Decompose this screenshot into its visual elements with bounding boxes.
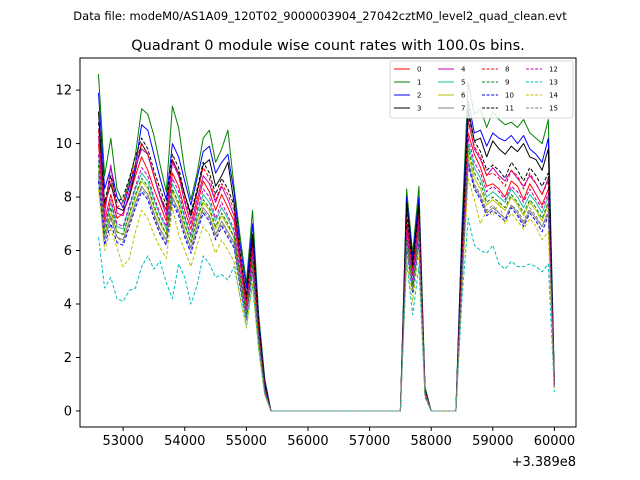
legend-label-11: 11 bbox=[505, 105, 514, 113]
figure-suptitle: Data file: modeM0/AS1A09_120T02_90000039… bbox=[73, 9, 567, 23]
x-tick-label: 60000 bbox=[534, 434, 575, 449]
legend-label-12: 12 bbox=[549, 66, 558, 74]
x-tick-label: 55000 bbox=[226, 434, 267, 449]
x-tick-label: 57000 bbox=[349, 434, 390, 449]
legend-label-5: 5 bbox=[461, 79, 465, 87]
legend-label-2: 2 bbox=[417, 92, 421, 100]
legend-label-0: 0 bbox=[417, 66, 421, 74]
x-tick-label: 59000 bbox=[472, 434, 513, 449]
legend-label-3: 3 bbox=[417, 105, 421, 113]
legend-label-15: 15 bbox=[549, 105, 558, 113]
legend-label-9: 9 bbox=[505, 79, 509, 87]
legend-label-6: 6 bbox=[461, 92, 466, 100]
x-tick-label: 56000 bbox=[287, 434, 328, 449]
y-tick-label: 12 bbox=[55, 84, 72, 99]
chart-title: Quadrant 0 module wise count rates with … bbox=[131, 38, 525, 54]
x-tick-label: 58000 bbox=[411, 434, 452, 449]
x-tick-label: 54000 bbox=[164, 434, 205, 449]
legend-label-7: 7 bbox=[461, 105, 465, 113]
x-offset-label: +3.389e8 bbox=[512, 455, 576, 470]
legend-label-13: 13 bbox=[549, 79, 558, 87]
legend-label-10: 10 bbox=[505, 92, 514, 100]
y-tick-label: 6 bbox=[64, 244, 72, 259]
y-tick-label: 2 bbox=[64, 351, 72, 366]
legend-label-8: 8 bbox=[505, 66, 509, 74]
y-tick-label: 0 bbox=[64, 404, 72, 419]
y-tick-label: 10 bbox=[55, 137, 72, 152]
y-tick-label: 8 bbox=[64, 191, 72, 206]
legend-label-4: 4 bbox=[461, 66, 466, 74]
y-tick-label: 4 bbox=[64, 298, 72, 313]
legend-label-1: 1 bbox=[417, 79, 421, 87]
legend-label-14: 14 bbox=[549, 92, 558, 100]
x-tick-label: 53000 bbox=[102, 434, 143, 449]
